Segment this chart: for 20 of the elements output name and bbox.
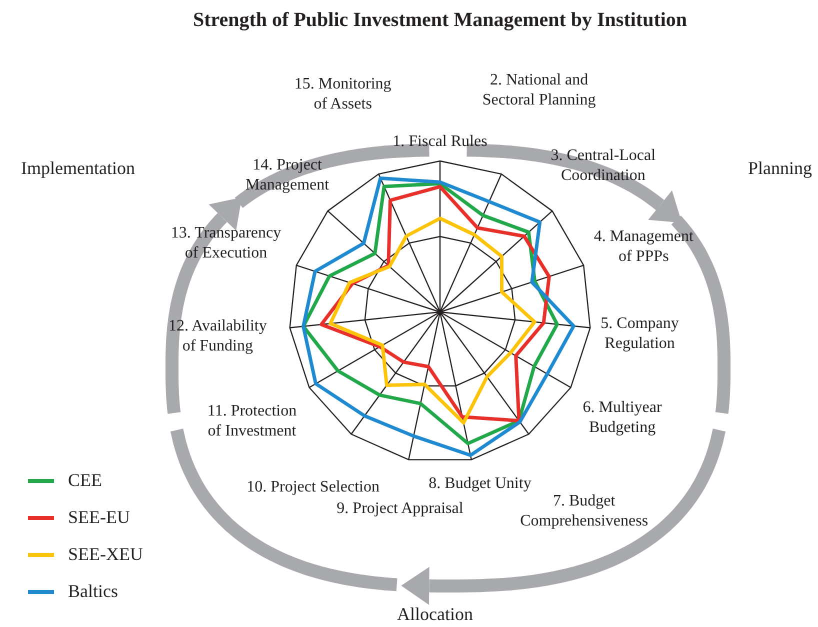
spoke-label: 9. Project Appraisal [336,500,464,517]
spoke-label: 10. Project Selection [246,478,380,496]
spoke-label: 15. Monitoring of Assets [294,76,392,113]
chart-title: Strength of Public Investment Management by Institution [192,9,688,31]
spoke-label: 8. Budget Unity [428,475,532,492]
spoke-label: 2. National and Sectoral Planning [482,72,596,109]
spoke-label: 1. Fiscal Rules [392,133,488,150]
spoke-label: 7. Budget Comprehensiveness [520,492,648,530]
legend-label: Baltics [68,581,118,602]
spoke-label: 3. Central-Local Coordination [550,147,656,184]
spoke-label: 6. Multiyear Budgeting [582,399,663,436]
spoke-label: 11. Protection of Investment [207,402,297,440]
spoke-label: 5. Company Regulation [600,315,679,352]
legend-label: SEE-EU [68,507,130,528]
spoke-label: 4. Management of PPPs [594,228,694,265]
text: Planning [748,158,812,178]
legend-label: SEE-XEU [68,544,143,565]
text: Allocation [397,604,473,624]
legend-label: CEE [68,470,102,491]
text: Implementation [21,158,135,178]
